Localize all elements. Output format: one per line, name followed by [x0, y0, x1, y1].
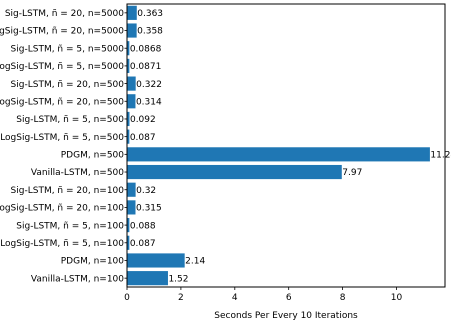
category-label: PDGM, n=500: [61, 151, 125, 161]
x-tick-label: 6: [286, 293, 292, 303]
category-label: Sig-LSTM, ñ = 5, n=500: [16, 115, 124, 125]
category-label: Sig-LSTM, ñ = 5, n=100: [16, 221, 124, 231]
value-label: 1.52: [168, 274, 188, 284]
category-label: PDGM, n=100: [61, 257, 125, 267]
plot-frame: [126, 3, 446, 288]
value-label: 0.358: [137, 27, 163, 37]
bar: [127, 5, 137, 20]
x-tick-label: 4: [232, 293, 238, 303]
bar: [127, 76, 136, 91]
bars-layer: [127, 5, 430, 286]
bar: [127, 235, 130, 250]
value-label: 7.97: [342, 168, 362, 178]
category-label: Vanilla-LSTM, n=500: [31, 168, 124, 178]
x-tick-label: 0: [124, 293, 130, 303]
value-label: 0.0868: [130, 44, 162, 54]
category-label: LogSig-LSTM, ñ = 5, n=100: [0, 239, 124, 249]
x-tick-label: 2: [178, 293, 184, 303]
value-label: 0.087: [130, 239, 156, 249]
value-label: 0.092: [130, 115, 156, 125]
bar: [127, 147, 430, 162]
bar: [127, 129, 130, 144]
bar: [127, 94, 136, 109]
category-label: Sig-LSTM, ñ = 5, n=5000: [11, 44, 125, 54]
x-axis: 0 2 4 6 8 10: [124, 12, 403, 303]
category-label: Vanilla-LSTM, n=100: [31, 274, 124, 284]
category-label: LogSig-LSTM, ñ = 20, n=5000: [0, 27, 124, 37]
category-label: LogSig-LSTM, ñ = 20, n=500: [0, 97, 124, 107]
value-labels: 0.363 0.358 0.0868 0.0871 0.322 0.314 0.092 0.0…: [130, 9, 451, 284]
category-label: LogSig-LSTM, ñ = 5, n=500: [0, 133, 124, 143]
bar: [127, 253, 185, 268]
x-axis-title: Seconds Per Every 10 Iterations: [214, 311, 358, 321]
x-tick-label: 8: [340, 293, 346, 303]
value-label: 0.315: [136, 204, 162, 214]
value-label: 11.24: [430, 151, 451, 161]
bar: [127, 218, 130, 233]
value-label: 0.363: [137, 9, 163, 19]
bar: [127, 111, 130, 127]
bar: [127, 41, 130, 56]
category-label: LogSig-LSTM, ñ = 5, n=5000: [0, 62, 124, 72]
bar: [127, 164, 342, 180]
category-label: Sig-LSTM, ñ = 20, n=500: [11, 80, 125, 90]
category-labels: Sig-LSTM, ñ = 20, n=5000 LogSig-LSTM, ñ =…: [0, 9, 124, 284]
bar: [127, 200, 136, 215]
value-label: 0.087: [130, 133, 156, 143]
category-label: Sig-LSTM, ñ = 20, n=5000: [5, 9, 124, 19]
x-tick-label: 10: [391, 293, 403, 303]
bar: [127, 58, 130, 73]
bar: [127, 23, 137, 38]
bar: [127, 182, 136, 197]
category-label: Sig-LSTM, ñ = 20, n=100: [11, 186, 125, 196]
value-label: 0.088: [130, 221, 156, 231]
bar: [127, 271, 168, 286]
value-label: 2.14: [185, 257, 205, 267]
value-label: 0.314: [136, 97, 162, 107]
value-label: 0.0871: [130, 62, 162, 72]
value-label: 0.32: [136, 186, 156, 196]
category-label: LogSig-LSTM, ñ = 20, n=100: [0, 204, 124, 214]
value-label: 0.322: [136, 80, 162, 90]
